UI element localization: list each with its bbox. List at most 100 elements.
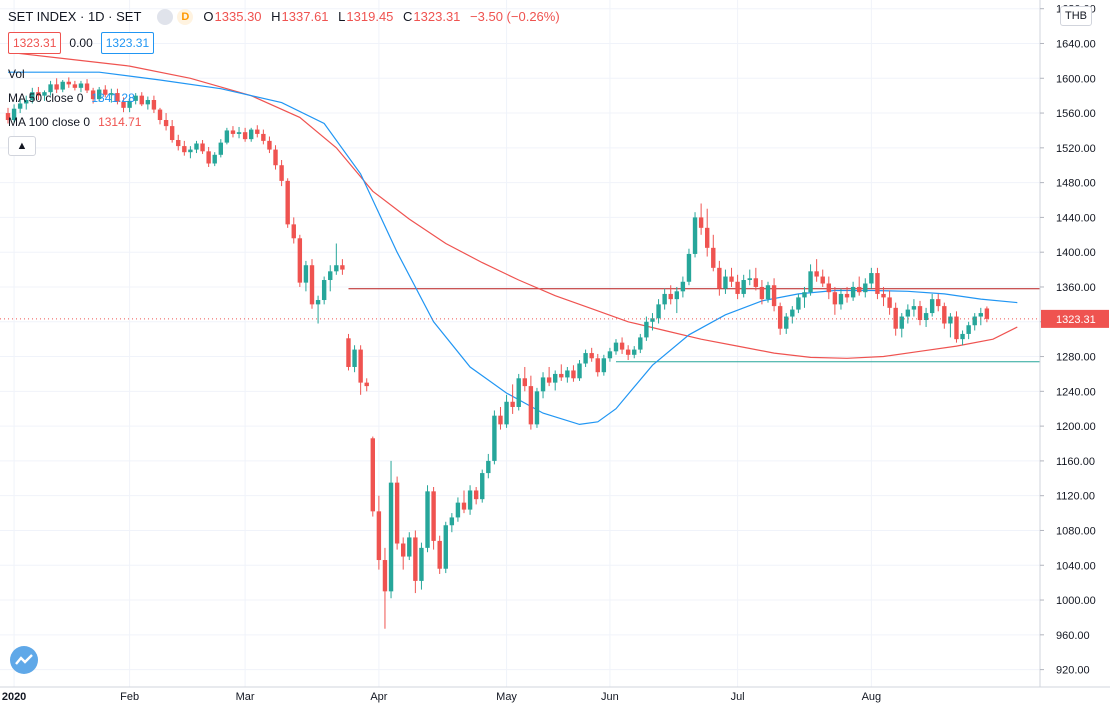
indicator-ma100[interactable]: MA 100 close 0 1314.71 [8,110,566,134]
candle-body [613,342,619,352]
candle [607,347,613,362]
price-tick-label: 960.00 [1056,630,1090,642]
candle-body [826,283,831,293]
last-price-text: 1323.31 [1056,314,1096,326]
candle [364,378,369,392]
candle [486,453,491,479]
candle [419,542,424,590]
candle [66,77,71,88]
candle-body [905,309,911,317]
candle-body [498,415,503,425]
candle-body [17,103,23,109]
symbol-title[interactable]: SET INDEX · 1D · SET [8,9,142,24]
interval-badge[interactable]: D [177,9,194,25]
candle [723,269,728,294]
candle [473,486,479,505]
candle-body [723,276,728,289]
indicator-value: 1314.71 [98,115,142,129]
horizontal-lines[interactable] [348,288,1040,363]
candle-body [303,265,309,283]
candle [522,366,527,392]
candle [832,286,838,315]
candle [857,276,862,296]
candle [340,259,345,275]
time-axis-background[interactable] [0,687,1110,709]
candle [504,394,509,428]
candle [425,485,430,553]
buy-price-box[interactable]: 1323.31 [100,32,155,54]
indicator-name: MA 100 close 0 [8,115,91,129]
sell-price-box[interactable]: 1323.31 [8,32,62,54]
time-axis[interactable]: 2020 Feb Mar Apr May Jun Jul Aug [2,691,881,703]
candle [674,286,679,314]
indicator-vol[interactable]: Vol [8,62,566,86]
candle [413,530,418,594]
candle-body [784,316,789,329]
candle [279,160,284,187]
candle [844,286,850,303]
candle [942,302,947,329]
candle-body [759,286,765,300]
indicator-name: Vol [8,67,25,81]
candle-body [127,100,132,108]
candle-body [36,92,41,96]
candle-body [121,101,126,108]
candle [273,145,278,170]
candle-body [236,132,242,134]
eye-icon[interactable] [157,9,174,25]
candle-body [133,95,138,101]
candle-body [571,370,576,379]
price-tick-label: 1440.00 [1056,212,1096,224]
candle-body [984,308,990,319]
high-label: H [271,9,281,24]
candle-body [698,217,704,228]
candle-body [589,353,594,359]
candle [467,485,473,515]
price-tick-label: 1360.00 [1056,282,1096,294]
indicator-ma50[interactable]: MA 50 close 0 1341.28 [8,86,566,110]
candle-body [394,482,400,544]
candle-body [516,378,521,407]
collapse-legend-button[interactable]: ▲ [8,136,36,156]
candle-body [419,547,424,581]
candle-body [54,84,59,90]
candle-body [729,276,734,282]
candle [589,347,594,362]
candle [97,86,102,102]
candle-body [139,95,144,105]
candle [729,267,734,287]
candle [334,243,339,275]
time-tick-label: May [496,691,517,703]
candle-body [480,473,485,500]
candle-body [595,358,600,373]
candle [632,346,637,359]
logo-mark [15,654,33,665]
candle-body [644,321,649,338]
indicator-list: Vol MA 50 close 0 1341.28 MA 100 close 0… [8,62,566,156]
candle-body [72,84,78,88]
candle-body [473,490,479,500]
candle [966,321,971,340]
candle-body [814,271,819,277]
tradingview-logo-icon[interactable] [10,646,38,674]
candle-body [200,143,205,152]
candle-body [936,299,941,307]
spread-value: 0.00 [69,36,93,50]
candle-body [224,130,230,143]
last-price-label: 1323.31 [1041,309,1109,328]
candle-body [467,490,473,510]
currency-badge[interactable]: THB [1060,6,1092,26]
candle-body [218,142,223,155]
last-price-tag [1041,309,1109,328]
candle [42,90,47,101]
candle [151,95,157,114]
candle [72,80,78,91]
candle-body [334,265,339,272]
candle [802,286,807,308]
candle-body [346,338,351,367]
candle [595,353,600,377]
price-axis-background[interactable] [1040,0,1110,687]
low-label: L [338,9,346,24]
candle-body [662,293,667,305]
